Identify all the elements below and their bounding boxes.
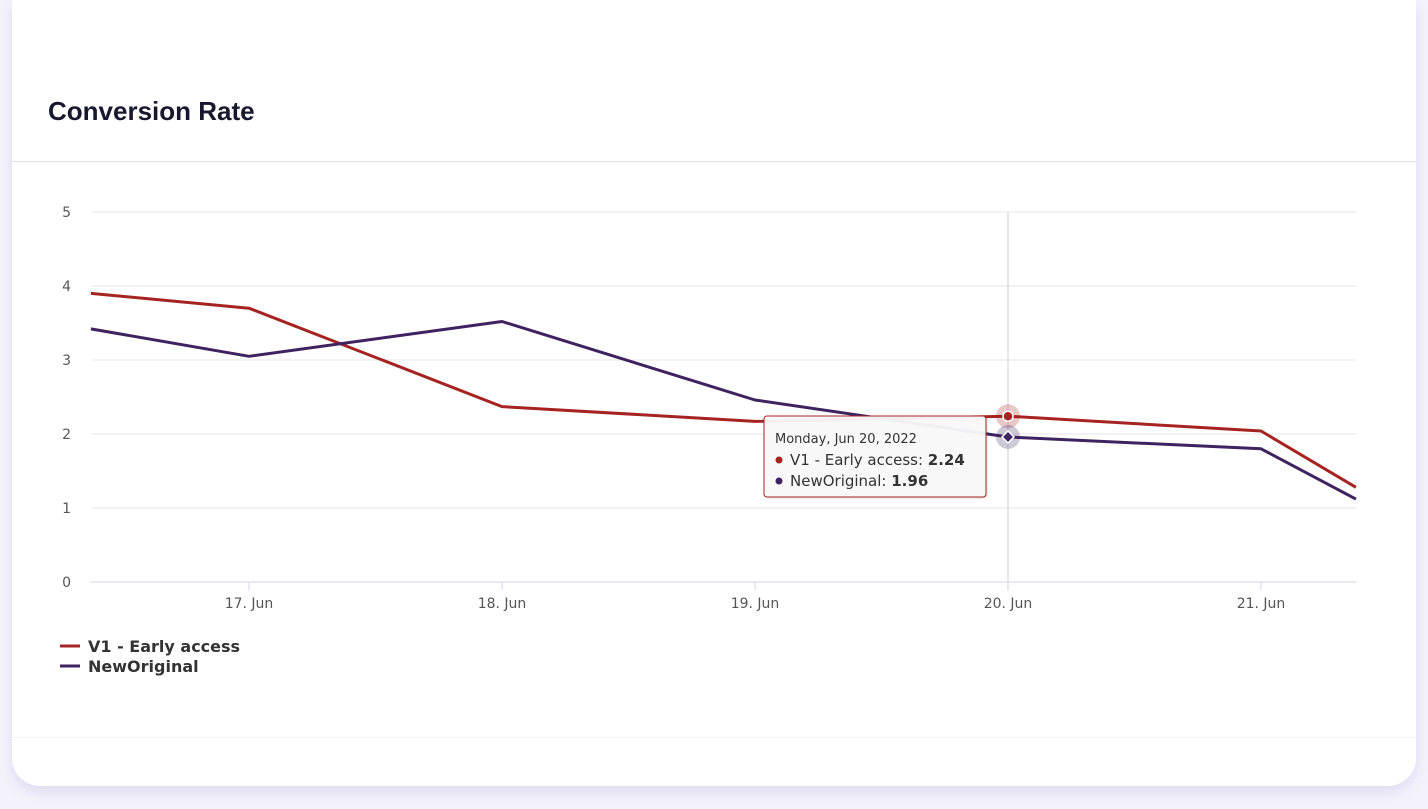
series-line-v1-early-access [90,291,1357,489]
tooltip-row: NewOriginal: 1.96 [790,472,928,490]
tooltip-bullet [775,477,783,485]
tooltip: Monday, Jun 20, 2022 V1 - Early access: 2… [763,415,988,499]
y-tick-label: 5 [62,205,71,221]
series-lines [90,291,1357,501]
x-tick-label: 20. Jun [984,596,1033,612]
chart-card: Conversion Rate 0 1 2 3 4 5 17. Jun 18. Jun 19.… [12,0,1416,786]
y-tick-label: 2 [62,427,71,443]
header-divider [12,161,1416,162]
footer-divider [12,737,1416,738]
x-tick-label: 21. Jun [1237,596,1286,612]
y-tick-label: 0 [62,575,71,591]
y-axis: 0 1 2 3 4 5 [62,205,71,591]
series-line-neworiginal [90,320,1357,501]
legend-item-label[interactable]: V1 - Early access [88,637,240,656]
data-point-neworiginal [1000,429,1016,445]
gridlines [91,211,1356,509]
y-tick-label: 4 [62,279,71,295]
x-tick-label: 18. Jun [478,596,527,612]
x-axis: 17. Jun 18. Jun 19. Jun 20. Jun 21. Jun [91,581,1356,612]
x-tick-label: 17. Jun [225,596,274,612]
tooltip-date: Monday, Jun 20, 2022 [775,432,917,447]
tooltip-row: V1 - Early access: 2.24 [790,451,965,469]
data-point-v1 [1002,410,1014,422]
line-chart[interactable]: 0 1 2 3 4 5 17. Jun 18. Jun 19. Jun 20. Jun 21. J… [12,0,1416,786]
chart-title: Conversion Rate [48,96,255,126]
legend-item-label[interactable]: NewOriginal [88,657,199,676]
tooltip-box [763,415,987,498]
y-tick-label: 3 [62,353,71,369]
x-tick-label: 19. Jun [731,596,780,612]
tooltip-bullet [775,456,783,464]
y-tick-label: 1 [62,501,71,517]
hover-markers [996,404,1020,449]
